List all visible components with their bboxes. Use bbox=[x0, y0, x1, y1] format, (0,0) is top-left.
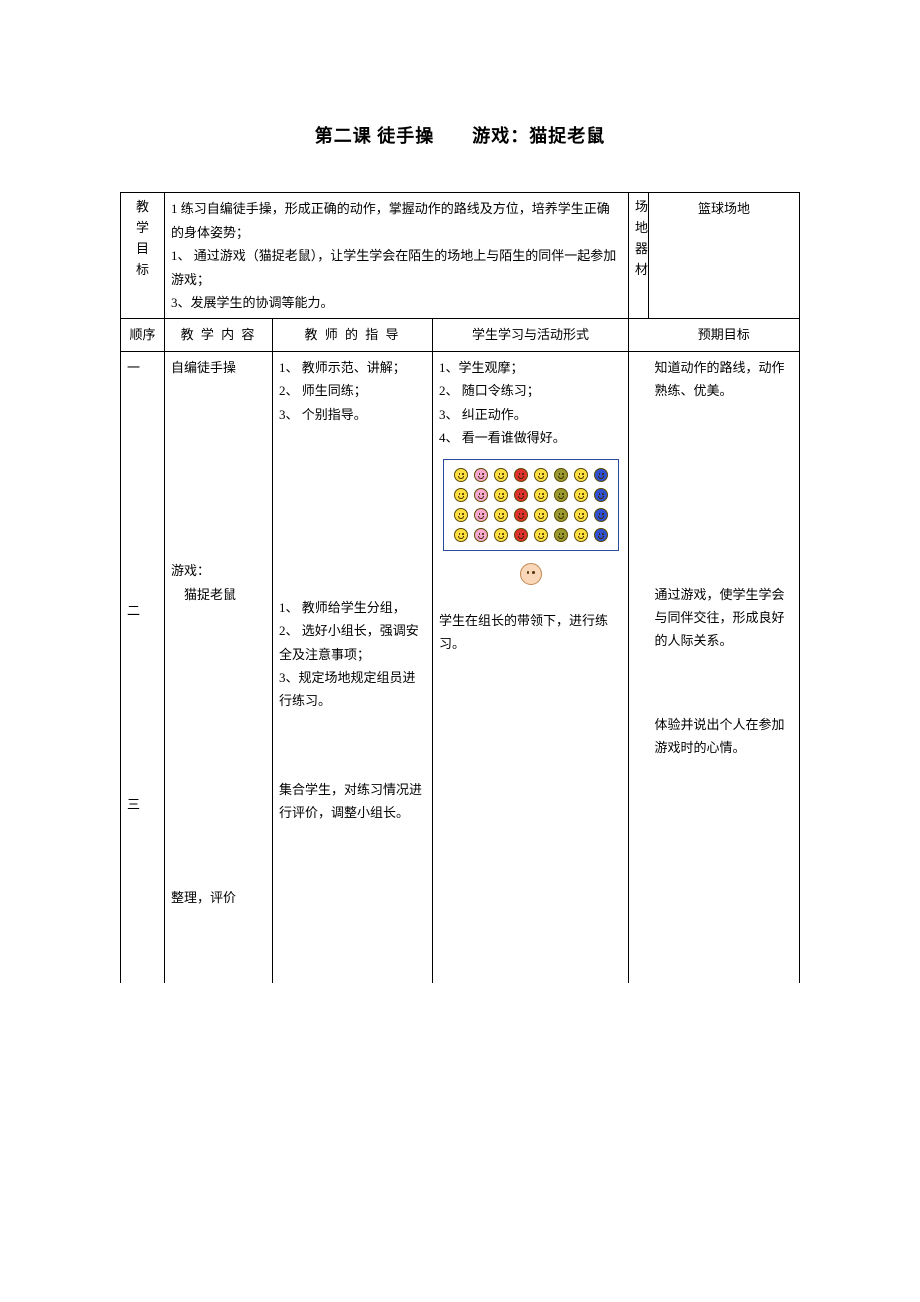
goal-two: 通过游戏，使学生学会与同伴交往，形成良好的人际关系。 bbox=[655, 583, 793, 653]
equipment-value: 篮球场地 bbox=[649, 193, 800, 319]
lesson-plan-table: 教学目标 1 练习自编徒手操，形成正确的动作，掌握动作的路线及方位，培养学生正确… bbox=[120, 192, 800, 983]
content-two: 整理，评价 bbox=[171, 746, 266, 910]
smiley-icon bbox=[534, 468, 548, 482]
content-one-b: 游戏： 猫捉老鼠 bbox=[171, 559, 266, 606]
teacher-face-icon bbox=[520, 563, 542, 585]
smiley-icon bbox=[574, 488, 588, 502]
hdr-student: 学生学习与活动形式 bbox=[433, 319, 629, 351]
smiley-icon bbox=[594, 488, 608, 502]
smiley-icon bbox=[514, 528, 528, 542]
section-one-row: 一 二 三 自编徒手操 游戏： 猫捉老鼠 整理，评价 1、 教师示范、讲解； 2… bbox=[121, 351, 800, 983]
hdr-order: 顺序 bbox=[121, 319, 165, 351]
hdr-goal: 预期目标 bbox=[649, 319, 800, 351]
teacher-two: 1、 教师给学生分组， 2、 选好小组长，强调安全及注意事项； 3、规定场地规定… bbox=[279, 596, 426, 713]
smiley-icon bbox=[514, 488, 528, 502]
smiley-row bbox=[454, 528, 608, 542]
smiley-icon bbox=[534, 528, 548, 542]
smiley-icon bbox=[474, 508, 488, 522]
equipment-label: 场地器材 bbox=[629, 193, 649, 319]
hdr-teacher: 教 师 的 指 导 bbox=[273, 319, 433, 351]
smiley-icon bbox=[594, 508, 608, 522]
smiley-icon bbox=[574, 508, 588, 522]
goal-one: 知道动作的路线，动作熟练、优美。 bbox=[655, 356, 793, 403]
smiley-icon bbox=[514, 508, 528, 522]
objectives-row: 教学目标 1 练习自编徒手操，形成正确的动作，掌握动作的路线及方位，培养学生正确… bbox=[121, 193, 800, 319]
page-title: 第二课 徒手操 游戏：猫捉老鼠 bbox=[120, 120, 800, 152]
smiley-icon bbox=[594, 528, 608, 542]
smiley-icon bbox=[554, 488, 568, 502]
smiley-icon bbox=[494, 468, 508, 482]
smiley-icon bbox=[554, 468, 568, 482]
order-two: 二 bbox=[127, 599, 158, 622]
objectives-label: 教学目标 bbox=[121, 193, 165, 319]
smiley-icon bbox=[494, 488, 508, 502]
objectives-content: 1 练习自编徒手操，形成正确的动作，掌握动作的路线及方位，培养学生正确的身体姿势… bbox=[165, 193, 629, 319]
formation-diagram bbox=[439, 449, 622, 585]
smiley-icon bbox=[494, 508, 508, 522]
smiley-icon bbox=[494, 528, 508, 542]
teacher-three: 集合学生，对练习情况进行评价，调整小组长。 bbox=[279, 778, 426, 825]
smiley-icon bbox=[474, 528, 488, 542]
smiley-icon bbox=[554, 528, 568, 542]
student-one: 1、学生观摩； 2、 随口令练习； 3、 纠正动作。 4、 看一看谁做得好。 bbox=[439, 356, 622, 450]
header-row: 顺序 教 学 内 容 教 师 的 指 导 学生学习与活动形式 预期目标 bbox=[121, 319, 800, 351]
order-three: 三 bbox=[127, 793, 158, 816]
hdr-content: 教 学 内 容 bbox=[165, 319, 273, 351]
order-one: 一 bbox=[127, 356, 158, 379]
smiley-icon bbox=[454, 528, 468, 542]
content-one-a: 自编徒手操 bbox=[171, 356, 266, 379]
smiley-icon bbox=[454, 488, 468, 502]
teacher-one: 1、 教师示范、讲解； 2、 师生同练； 3、 个别指导。 bbox=[279, 356, 426, 426]
goal-three: 体验并说出个人在参加游戏时的心情。 bbox=[655, 713, 793, 760]
smiley-row bbox=[454, 488, 608, 502]
smiley-icon bbox=[454, 508, 468, 522]
smiley-icon bbox=[574, 528, 588, 542]
smiley-icon bbox=[474, 468, 488, 482]
smiley-row bbox=[454, 508, 608, 522]
smiley-icon bbox=[514, 468, 528, 482]
smiley-icon bbox=[454, 468, 468, 482]
smiley-icon bbox=[534, 488, 548, 502]
smiley-icon bbox=[574, 468, 588, 482]
smiley-icon bbox=[474, 488, 488, 502]
student-two: 学生在组长的带领下，进行练习。 bbox=[439, 585, 622, 655]
smiley-icon bbox=[594, 468, 608, 482]
smiley-icon bbox=[534, 508, 548, 522]
smiley-row bbox=[454, 468, 608, 482]
smiley-icon bbox=[554, 508, 568, 522]
